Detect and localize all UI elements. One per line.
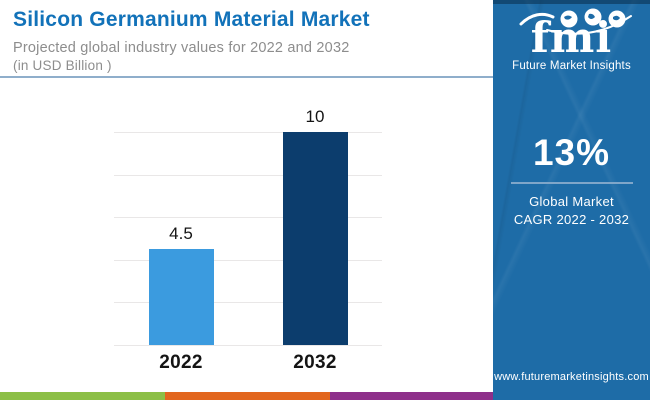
gridline: [114, 174, 382, 176]
gridline: [114, 259, 382, 261]
bar-2022: [148, 249, 214, 345]
cagr-value: 13%: [532, 132, 611, 173]
cagr-block: 13% Global Market CAGR 2022 - 2032: [493, 132, 650, 229]
chart-panel: Silicon Germanium Material Market Projec…: [0, 8, 493, 400]
chart-subtitle: Projected global industry values for 202…: [13, 40, 350, 56]
bar-2032: [282, 132, 348, 345]
x-axis-label: 2022: [159, 352, 203, 373]
gridline: [114, 345, 382, 346]
fmi-logo: fmi Future Market Insights: [493, 8, 650, 72]
bar-value-label: 10: [305, 107, 325, 126]
stripe-orange-segment: [165, 392, 330, 400]
header-divider: [0, 76, 493, 78]
bar-value-label: 4.5: [169, 224, 193, 244]
page-title: Silicon Germanium Material Market: [13, 8, 370, 31]
gridline: [114, 302, 382, 304]
fmi-logo-name: Future Market Insights: [512, 60, 631, 72]
unit-note: (in USD Billion ): [13, 58, 112, 73]
cagr-divider: [510, 182, 633, 184]
x-axis-label: 2032: [293, 352, 337, 373]
header: Silicon Germanium Material Market Projec…: [13, 8, 483, 73]
stripe-green-segment: [0, 392, 165, 400]
brand-sidebar: fmi Future Market Insights 13% Global Ma…: [493, 0, 650, 400]
website-url: www.futuremarketinsights.com: [494, 371, 649, 383]
stripe-purple-segment: [330, 392, 493, 400]
fmi-logo-globes-icon: [519, 8, 632, 35]
bar-chart: 4.5 2022 10 2032: [114, 107, 382, 373]
cagr-label-line2: CAGR 2022 - 2032: [513, 212, 630, 227]
footer-stripe: [0, 392, 493, 400]
gridline: [114, 132, 382, 133]
gridline: [114, 217, 382, 219]
sidebar-top-strip: [493, 0, 650, 4]
cagr-label-line1: Global Market: [529, 194, 614, 209]
fmi-logo-text: fmi: [530, 13, 613, 62]
